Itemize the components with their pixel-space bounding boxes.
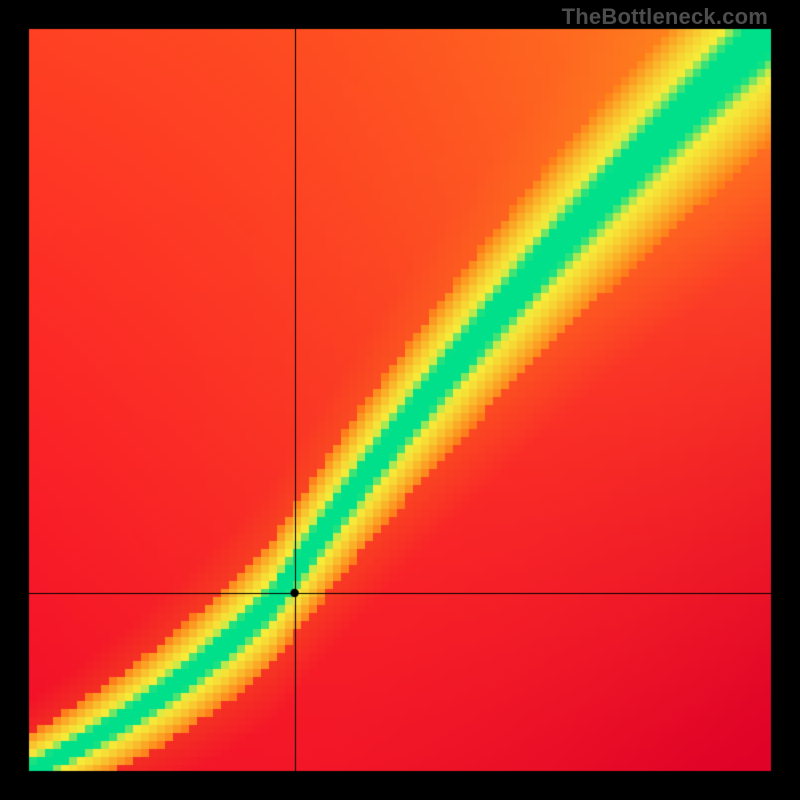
heatmap-canvas xyxy=(0,0,800,800)
chart-container: TheBottleneck.com xyxy=(0,0,800,800)
watermark-text: TheBottleneck.com xyxy=(562,4,768,30)
